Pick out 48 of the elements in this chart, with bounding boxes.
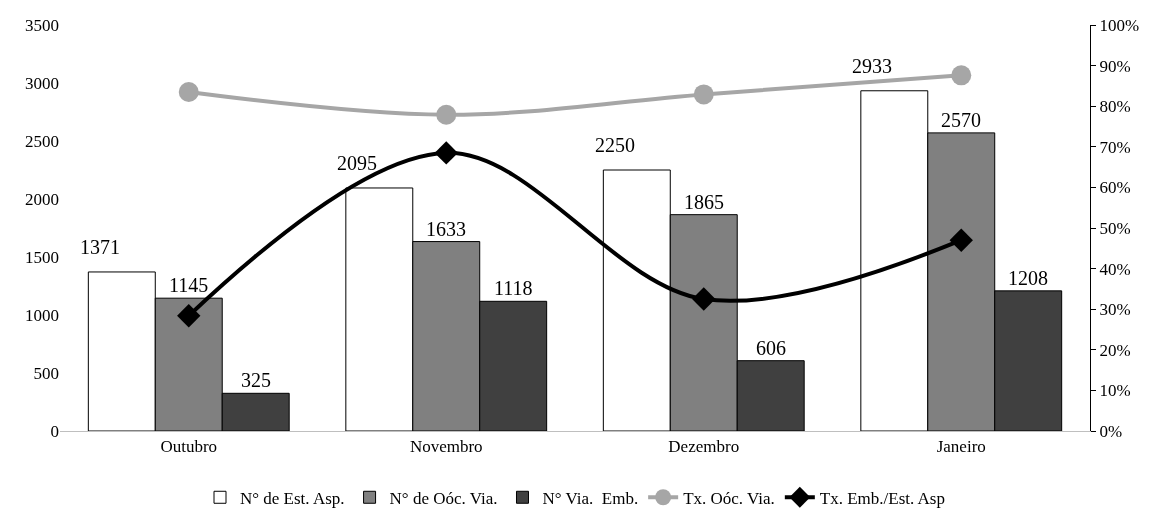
y-tick-label: 3000 xyxy=(25,73,59,93)
legend-label: Tx. Oóc. Via. xyxy=(683,488,775,508)
y2-tick-label: 90% xyxy=(1099,56,1131,76)
data-label: 1118 xyxy=(494,277,533,299)
legend-label: N° de Oóc. Via. xyxy=(389,488,498,508)
point xyxy=(436,104,457,125)
y2-tick-label: 20% xyxy=(1099,340,1131,360)
y2-tick-label: 80% xyxy=(1099,97,1131,117)
data-label: 606 xyxy=(756,337,786,359)
y2-tick-label: 60% xyxy=(1099,178,1131,198)
data-label: 2933 xyxy=(852,55,892,77)
legend-label: N° Via. Emb. xyxy=(542,488,639,508)
y2-tick-label: 0% xyxy=(1099,421,1123,441)
y2-tick-label: 30% xyxy=(1099,300,1131,320)
data-label: 1633 xyxy=(426,218,466,240)
y-tick-label: 500 xyxy=(33,363,59,383)
data-label: 2250 xyxy=(595,134,635,156)
data-label: 1208 xyxy=(1008,267,1048,289)
data-label: 1371 xyxy=(80,236,120,258)
x-tick-label: Janeiro xyxy=(936,437,986,457)
y-tick-label: 2500 xyxy=(25,131,59,151)
point xyxy=(692,287,716,311)
y-tick-label: 2000 xyxy=(25,189,59,209)
point xyxy=(693,84,714,105)
y-tick-label: 0 xyxy=(50,421,59,441)
x-tick-label: Outubro xyxy=(160,437,218,457)
x-tick-label: Dezembro xyxy=(668,437,740,457)
point xyxy=(951,65,972,86)
point xyxy=(949,228,973,252)
data-label: 2570 xyxy=(941,109,981,131)
point xyxy=(434,141,458,165)
y-tick-label: 1500 xyxy=(25,247,59,267)
x-tick-label: Novembro xyxy=(409,437,483,457)
y-tick-label: 3500 xyxy=(25,15,59,35)
y2-tick-label: 40% xyxy=(1099,259,1131,279)
legend-label: N° de Est. Asp. xyxy=(240,488,345,508)
y2-tick-label: 50% xyxy=(1099,218,1131,238)
y2-tick-label: 70% xyxy=(1099,137,1131,157)
data-label: 1145 xyxy=(169,274,209,296)
point xyxy=(177,304,201,328)
y2-tick-label: 100% xyxy=(1099,15,1140,35)
data-label: 1865 xyxy=(684,191,724,213)
y2-tick-label: 10% xyxy=(1099,381,1131,401)
data-label: 325 xyxy=(241,369,271,391)
legend-label: Tx. Emb./Est. Asp xyxy=(819,488,945,508)
data-label: 2095 xyxy=(337,152,377,174)
point xyxy=(178,81,199,102)
y-tick-label: 1000 xyxy=(25,305,59,325)
